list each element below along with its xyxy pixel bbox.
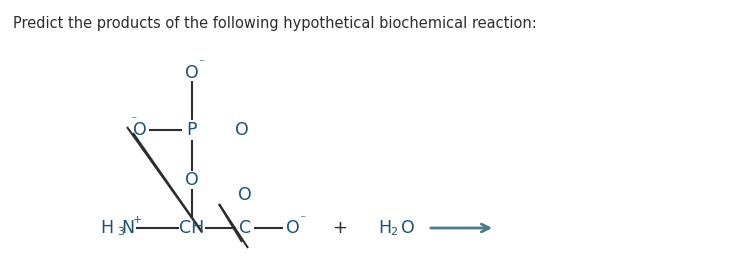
Text: +: + <box>332 219 347 237</box>
Text: Predict the products of the following hypothetical biochemical reaction:: Predict the products of the following hy… <box>13 16 537 31</box>
Text: P: P <box>186 121 197 139</box>
Text: CH: CH <box>180 219 205 237</box>
Text: 3: 3 <box>117 227 125 237</box>
Text: 2: 2 <box>390 227 398 237</box>
Text: H: H <box>100 219 113 237</box>
Text: +: + <box>132 215 141 225</box>
Text: ⁻: ⁻ <box>130 115 136 128</box>
Text: O: O <box>238 186 252 204</box>
Text: O: O <box>185 64 199 82</box>
Text: O: O <box>401 219 415 237</box>
Text: C: C <box>239 219 251 237</box>
Text: O: O <box>185 171 199 189</box>
Text: O: O <box>286 219 300 237</box>
Text: ⁻: ⁻ <box>299 214 305 227</box>
Text: O: O <box>133 121 147 139</box>
Text: H: H <box>378 219 392 237</box>
Text: ⁻: ⁻ <box>198 58 204 71</box>
Text: O: O <box>235 121 249 139</box>
Text: N: N <box>121 219 135 237</box>
